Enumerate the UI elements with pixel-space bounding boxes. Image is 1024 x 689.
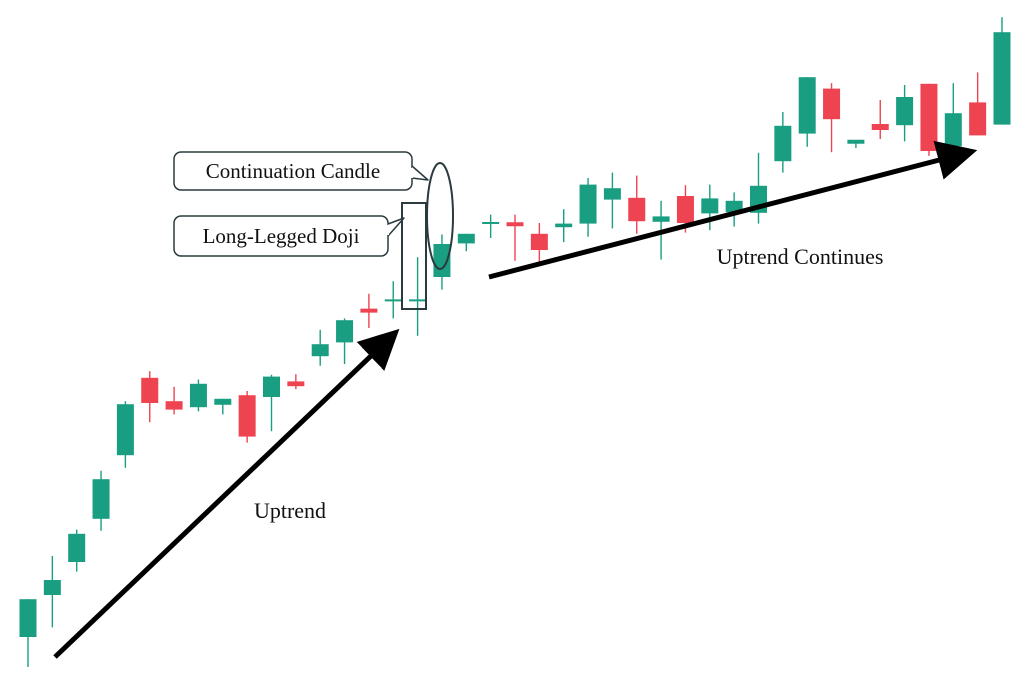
continuation-candle-callout: Continuation Candle <box>173 151 429 191</box>
candle-body <box>871 124 889 130</box>
candle-1 <box>19 599 37 667</box>
candle-31 <box>750 152 767 224</box>
candle-body <box>336 320 354 343</box>
candle-23 <box>555 209 573 243</box>
continuation-candle-label: Continuation Candle <box>206 159 380 183</box>
candle-17 <box>409 257 427 336</box>
candle-body <box>944 113 962 147</box>
candle-body <box>165 401 183 410</box>
long-legged-doji-callout: Long-Legged Doji <box>173 215 405 257</box>
candle-body <box>603 188 621 200</box>
uptrend-arrow <box>53 328 400 659</box>
candle-body <box>798 77 816 134</box>
candle-body <box>214 398 232 405</box>
candle-body <box>263 376 280 397</box>
candle-38 <box>920 83 938 156</box>
candle-33 <box>798 77 816 147</box>
candle-3 <box>68 529 86 572</box>
candles-layer <box>19 17 1011 667</box>
candle-body <box>993 32 1011 125</box>
candle-body <box>457 233 475 244</box>
candle-16 <box>384 281 402 319</box>
candle-body <box>92 479 110 519</box>
continuation-highlight-ellipse <box>426 162 454 270</box>
candle-12 <box>287 374 305 390</box>
candle-body <box>652 216 670 222</box>
candle-body <box>116 404 134 456</box>
candle-30 <box>725 192 743 227</box>
candle-body <box>701 198 719 214</box>
candle-40 <box>969 72 987 136</box>
candle-body <box>68 533 86 562</box>
candle-body <box>628 197 646 222</box>
candle-32 <box>774 112 792 173</box>
candle-35 <box>847 139 865 148</box>
uptrend-label: Uptrend <box>254 498 326 523</box>
candle-body <box>43 580 61 595</box>
candle-24 <box>579 178 597 237</box>
candle-body <box>555 223 573 228</box>
candle-34 <box>823 83 841 153</box>
candle-29 <box>701 184 719 231</box>
candle-body <box>579 184 597 224</box>
candle-13 <box>311 329 329 366</box>
long-legged-doji-label: Long-Legged Doji <box>203 224 360 248</box>
candle-body <box>676 196 694 223</box>
candle-body <box>823 88 841 120</box>
candle-36 <box>871 100 889 139</box>
candle-6 <box>141 371 159 423</box>
candle-39 <box>944 83 962 160</box>
uptrend-continues-arrow <box>488 140 978 280</box>
candle-22 <box>530 223 548 265</box>
candle-15 <box>360 293 378 328</box>
candle-body <box>238 395 256 437</box>
candle-body <box>969 102 987 136</box>
candle-4 <box>92 470 110 531</box>
candle-body <box>725 200 743 213</box>
candle-body <box>287 381 305 387</box>
candle-body <box>920 83 938 151</box>
candle-37 <box>896 85 914 142</box>
candle-21 <box>506 214 524 261</box>
candle-25 <box>603 172 621 229</box>
candle-11 <box>263 374 280 432</box>
candle-body <box>141 377 159 403</box>
candle-14 <box>336 318 354 364</box>
candle-body <box>530 233 548 250</box>
candle-2 <box>43 556 61 628</box>
candle-5 <box>116 401 134 468</box>
candle-20 <box>482 214 500 238</box>
candle-body <box>896 97 914 126</box>
candle-26 <box>628 175 646 234</box>
candle-8 <box>189 379 207 412</box>
candle-body <box>774 125 792 162</box>
candle-body <box>189 383 207 408</box>
candle-7 <box>165 386 183 415</box>
doji-highlight-box <box>401 202 427 310</box>
candle-41 <box>993 17 1011 125</box>
candle-body <box>311 344 329 357</box>
candle-body <box>19 599 37 637</box>
uptrend-continues-label: Uptrend Continues <box>717 244 884 269</box>
candle-10 <box>238 391 256 443</box>
candle-9 <box>214 398 232 415</box>
candle-18 <box>433 234 451 290</box>
candle-19 <box>457 233 475 252</box>
